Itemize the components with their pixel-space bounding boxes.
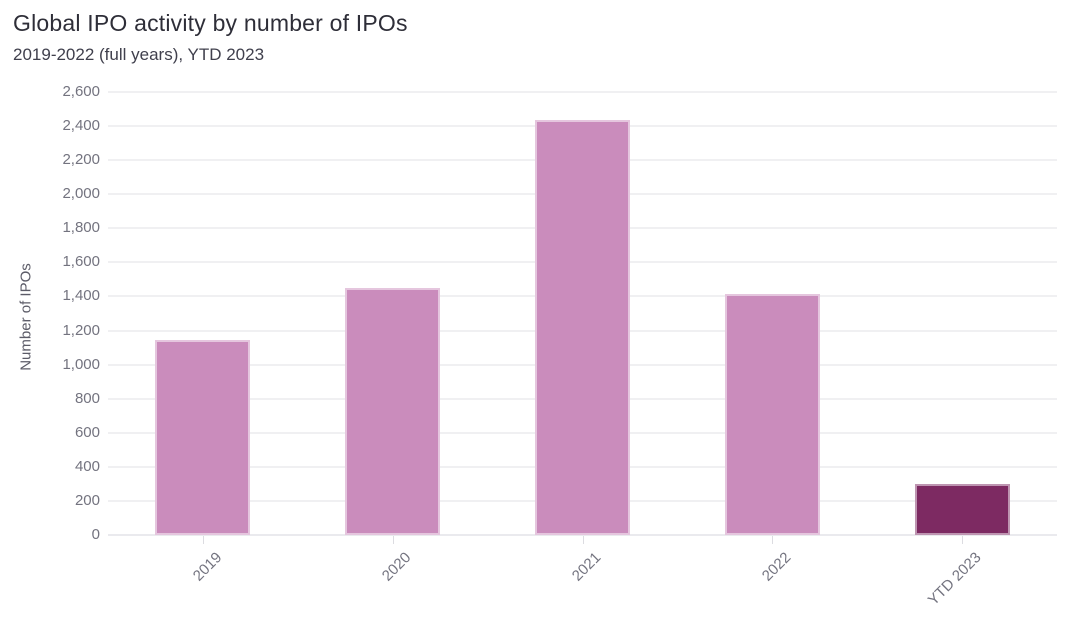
x-tick-mark bbox=[772, 536, 774, 544]
y-gridline bbox=[108, 91, 1057, 93]
chart-title: Global IPO activity by number of IPOs bbox=[13, 10, 408, 36]
x-tick-label: 2020 bbox=[379, 549, 415, 585]
x-tick-mark bbox=[582, 536, 584, 544]
bar-2019[interactable] bbox=[155, 339, 251, 535]
y-tick-label: 2,400 bbox=[62, 117, 100, 135]
y-gridline bbox=[108, 534, 1057, 536]
y-tick-label: 600 bbox=[74, 423, 100, 441]
y-tick-label: 400 bbox=[74, 457, 100, 475]
x-tick-label: 2022 bbox=[758, 549, 795, 585]
x-tick-mark bbox=[962, 536, 964, 544]
y-tick-label: 0 bbox=[91, 526, 100, 543]
y-tick-label: 200 bbox=[74, 491, 100, 509]
x-tick-label: 2021 bbox=[568, 549, 605, 585]
y-tick-label: 1,400 bbox=[62, 287, 100, 305]
bar-2020[interactable] bbox=[345, 287, 441, 535]
y-tick-label: 2,000 bbox=[62, 185, 100, 203]
y-tick-label: 2,600 bbox=[62, 83, 100, 100]
bar-2021[interactable] bbox=[535, 119, 630, 535]
y-tick-label: 2,200 bbox=[62, 151, 100, 169]
x-tick-mark bbox=[392, 536, 394, 544]
bar-ytd-2023[interactable] bbox=[914, 484, 1010, 535]
x-tick-label: 2019 bbox=[189, 549, 225, 585]
y-tick-label: 1,800 bbox=[62, 219, 100, 237]
y-tick-label: 1,000 bbox=[62, 355, 100, 373]
x-tick-label: YTD 2023 bbox=[924, 549, 985, 609]
chart-subtitle: 2019-2022 (full years), YTD 2023 bbox=[13, 45, 265, 64]
y-tick-label: 1,600 bbox=[62, 253, 100, 271]
y-tick-label: 1,200 bbox=[62, 321, 100, 339]
x-tick-mark bbox=[202, 536, 204, 544]
bar-2022[interactable] bbox=[724, 293, 820, 535]
y-tick-label: 800 bbox=[74, 389, 100, 407]
